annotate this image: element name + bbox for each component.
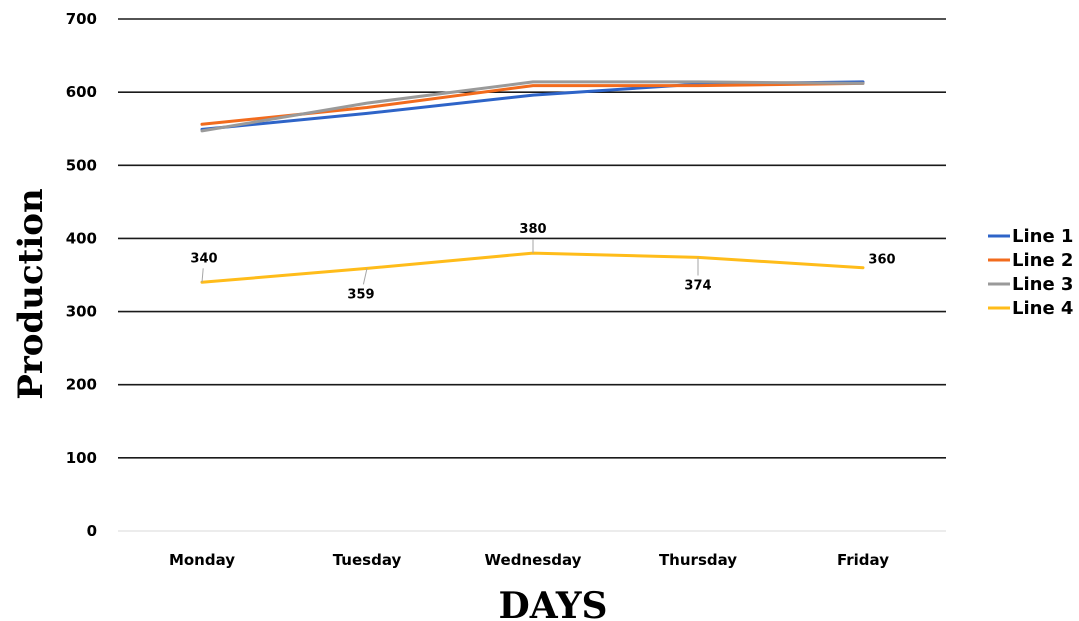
data-label: 359 bbox=[347, 287, 374, 302]
y-tick-label: 100 bbox=[66, 449, 97, 467]
y-tick-label: 400 bbox=[66, 229, 97, 247]
series-line-line-3 bbox=[200, 80, 865, 133]
y-tick-label: 300 bbox=[66, 303, 97, 321]
x-tick-label: Tuesday bbox=[333, 551, 402, 569]
series-lines bbox=[200, 80, 865, 284]
y-tick-label: 600 bbox=[66, 83, 97, 101]
series-line-line-2 bbox=[200, 81, 865, 126]
x-axis-title: DAYS bbox=[498, 585, 607, 621]
y-tick-label: 500 bbox=[66, 156, 97, 174]
y-tick-labels: 0 100 200 300 400 500 600 700 bbox=[66, 10, 97, 540]
legend-label: Line 1 bbox=[1012, 226, 1073, 247]
x-tick-label: Wednesday bbox=[485, 551, 582, 569]
series-line-line-4 bbox=[200, 251, 865, 284]
legend: Line 1 Line 2 Line 3 Line 4 bbox=[988, 226, 1073, 319]
data-label: 340 bbox=[190, 251, 217, 266]
x-tick-label: Thursday bbox=[659, 551, 737, 569]
gridlines bbox=[118, 18, 946, 532]
data-label-leader bbox=[201, 268, 204, 283]
x-tick-label: Friday bbox=[837, 551, 889, 569]
data-labels: 340 359 380 374 360 bbox=[190, 222, 895, 302]
data-label: 374 bbox=[684, 278, 711, 293]
legend-label: Line 2 bbox=[1012, 250, 1073, 271]
y-axis-title: Production bbox=[11, 188, 51, 399]
legend-label: Line 3 bbox=[1012, 274, 1073, 295]
series-line-line-1 bbox=[200, 80, 865, 131]
data-label: 380 bbox=[519, 222, 546, 237]
data-label-leader bbox=[362, 268, 368, 285]
legend-label: Line 4 bbox=[1012, 298, 1073, 319]
x-tick-label: Monday bbox=[169, 551, 235, 569]
y-tick-label: 0 bbox=[87, 522, 97, 540]
y-tick-label: 700 bbox=[66, 10, 97, 28]
y-tick-label: 200 bbox=[66, 376, 97, 394]
data-label: 360 bbox=[868, 253, 895, 268]
x-tick-labels: Monday Tuesday Wednesday Thursday Friday bbox=[169, 551, 889, 569]
